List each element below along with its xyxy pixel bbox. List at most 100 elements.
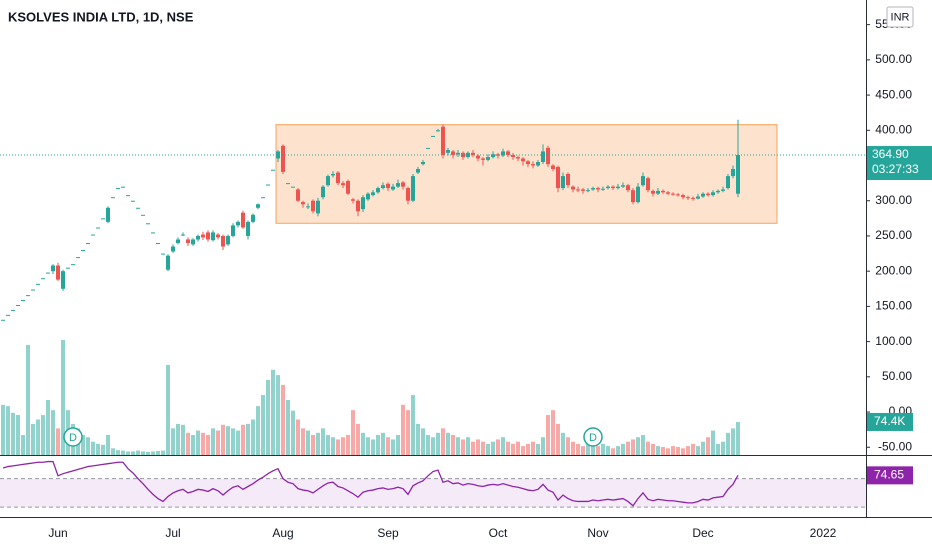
volume-bar <box>36 419 40 455</box>
candle-body <box>486 157 490 160</box>
volume-bar <box>656 446 660 455</box>
candle-body <box>231 225 235 236</box>
candle-body <box>606 186 610 189</box>
candle-body <box>581 189 585 191</box>
candle-body <box>736 155 740 194</box>
volume-bar <box>701 441 705 455</box>
volume-bar <box>361 432 365 455</box>
candle-body <box>331 173 335 176</box>
candle-body <box>381 185 385 189</box>
candle-body <box>711 192 715 196</box>
volume-bar <box>16 415 20 455</box>
candle-body <box>96 227 100 229</box>
y-tick-label: 50.00 <box>882 369 912 383</box>
rsi-label: 74.65 <box>874 468 904 482</box>
dividend-label: D <box>589 432 597 444</box>
candle-body <box>41 278 45 280</box>
candle-body <box>671 193 675 195</box>
volume-bar <box>101 444 105 455</box>
volume-bar <box>41 415 45 455</box>
candle-body <box>626 185 630 191</box>
candle-body <box>656 190 660 194</box>
candle-body <box>131 200 135 202</box>
candle-body <box>401 182 405 187</box>
candle-body <box>6 314 10 316</box>
volume-bar <box>351 410 355 455</box>
candle-body <box>51 265 55 272</box>
candle-body <box>46 272 50 274</box>
volume-bar <box>476 439 480 455</box>
candle-body <box>661 190 665 193</box>
volume-bar <box>591 441 595 455</box>
volume-bar <box>596 446 600 455</box>
volume-label: 74.4K <box>874 414 905 428</box>
volume-bar <box>181 424 185 455</box>
volume-bar <box>141 451 145 455</box>
candle-body <box>196 235 200 240</box>
candle-body <box>286 183 290 185</box>
volume-bar <box>406 410 410 455</box>
candle-body <box>151 232 155 234</box>
volume-bar <box>586 443 590 455</box>
candle-body <box>181 234 185 236</box>
volume-bar <box>436 432 440 455</box>
candle-body <box>651 190 655 194</box>
volume-bar <box>736 421 740 455</box>
candle-body <box>681 195 685 198</box>
volume-bar <box>51 410 55 455</box>
x-tick-label: Aug <box>272 526 293 540</box>
countdown: 03:27:33 <box>872 162 919 176</box>
candle-body <box>316 200 320 214</box>
volume-bar <box>306 430 310 455</box>
rsi-line <box>2 460 739 507</box>
candle-body <box>691 197 695 199</box>
volume-bar <box>446 432 450 455</box>
candle-body <box>296 189 300 201</box>
volume-bar <box>646 441 650 455</box>
volume-bar <box>391 439 395 455</box>
candle-body <box>571 186 575 190</box>
candle-body <box>241 212 245 228</box>
volume-bar <box>256 406 260 455</box>
candle-body <box>501 151 505 156</box>
candle-body <box>266 184 270 186</box>
candle-body <box>166 255 170 270</box>
volume-bar <box>616 446 620 455</box>
candle-body <box>601 188 605 190</box>
volume-bar <box>501 437 505 455</box>
candle-body <box>81 250 85 252</box>
candle-body <box>416 169 420 173</box>
volume-bar <box>531 441 535 455</box>
volume-bar <box>521 446 525 455</box>
volume-bar <box>86 437 90 455</box>
rsi-label-box <box>867 466 913 485</box>
volume-bar <box>251 419 255 455</box>
candle-body <box>136 207 140 209</box>
candle-body <box>481 158 485 160</box>
volume-bar <box>236 430 240 455</box>
volume-bar <box>541 437 545 455</box>
currency-badge[interactable] <box>886 6 914 28</box>
candle-body <box>91 234 95 236</box>
candle-body <box>441 126 445 155</box>
volume-bar <box>516 441 520 455</box>
volume-bar <box>416 423 420 455</box>
candle-body <box>431 135 435 137</box>
volume-bar <box>696 446 700 455</box>
candle-body <box>376 188 380 193</box>
volume-bar <box>651 443 655 455</box>
volume-bar <box>621 443 625 455</box>
volume-bar <box>716 443 720 455</box>
volume-bar <box>356 423 360 455</box>
volume-bar <box>681 448 685 455</box>
volume-bar <box>1 404 5 455</box>
volume-bar <box>6 406 10 455</box>
candle-body <box>516 157 520 159</box>
volume-bar <box>11 412 15 455</box>
candle-body <box>101 218 105 220</box>
volume-bar <box>246 423 250 455</box>
candle-body <box>716 190 720 193</box>
candle-body <box>111 197 115 199</box>
volume-bar <box>731 428 735 455</box>
x-tick-label: Jul <box>165 526 180 540</box>
